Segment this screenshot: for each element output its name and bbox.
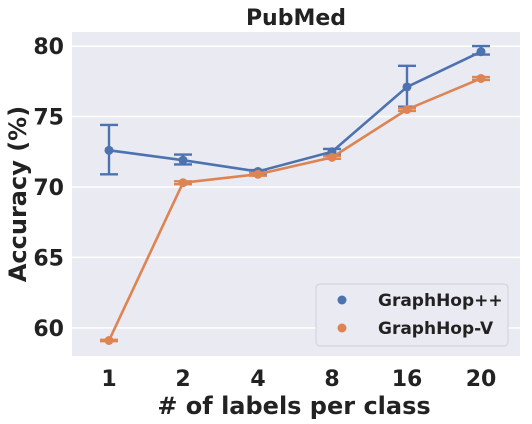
data-point <box>178 178 188 188</box>
y-tick-label: 70 <box>33 176 64 201</box>
x-axis-ticks: 1 2 4 8 16 20 <box>101 367 496 392</box>
legend-box <box>315 283 509 347</box>
x-tick-label: 8 <box>324 367 339 392</box>
data-point <box>104 336 114 346</box>
x-tick-label: 2 <box>175 367 190 392</box>
x-tick-label: 1 <box>101 367 116 392</box>
data-point <box>178 155 188 165</box>
series-1 <box>100 73 490 346</box>
data-point <box>476 47 486 57</box>
legend: GraphHop++ GraphHop-V <box>315 283 509 347</box>
legend-marker <box>337 295 347 305</box>
data-point <box>104 145 114 155</box>
data-point <box>253 169 263 179</box>
y-tick-label: 80 <box>33 35 64 60</box>
chart-title: PubMed <box>246 6 346 31</box>
y-axis-label: Accuracy (%) <box>4 106 32 282</box>
y-tick-label: 65 <box>33 246 64 271</box>
y-axis-ticks: 60 65 70 75 80 <box>33 35 64 342</box>
legend-label: GraphHop-V <box>378 319 494 339</box>
legend-label: GraphHop++ <box>378 291 503 311</box>
data-point <box>327 152 337 162</box>
series-line <box>107 77 482 342</box>
x-tick-label: 16 <box>392 367 423 392</box>
data-point <box>402 82 412 92</box>
series-layer <box>100 44 490 346</box>
y-tick-label: 60 <box>33 317 64 342</box>
legend-marker <box>337 323 347 333</box>
y-tick-label: 75 <box>33 106 64 131</box>
x-tick-label: 4 <box>250 367 265 392</box>
data-point <box>476 73 486 83</box>
series-line <box>108 50 482 173</box>
x-axis-label: # of labels per class <box>157 392 430 420</box>
x-tick-label: 20 <box>466 367 497 392</box>
data-point <box>402 104 412 114</box>
